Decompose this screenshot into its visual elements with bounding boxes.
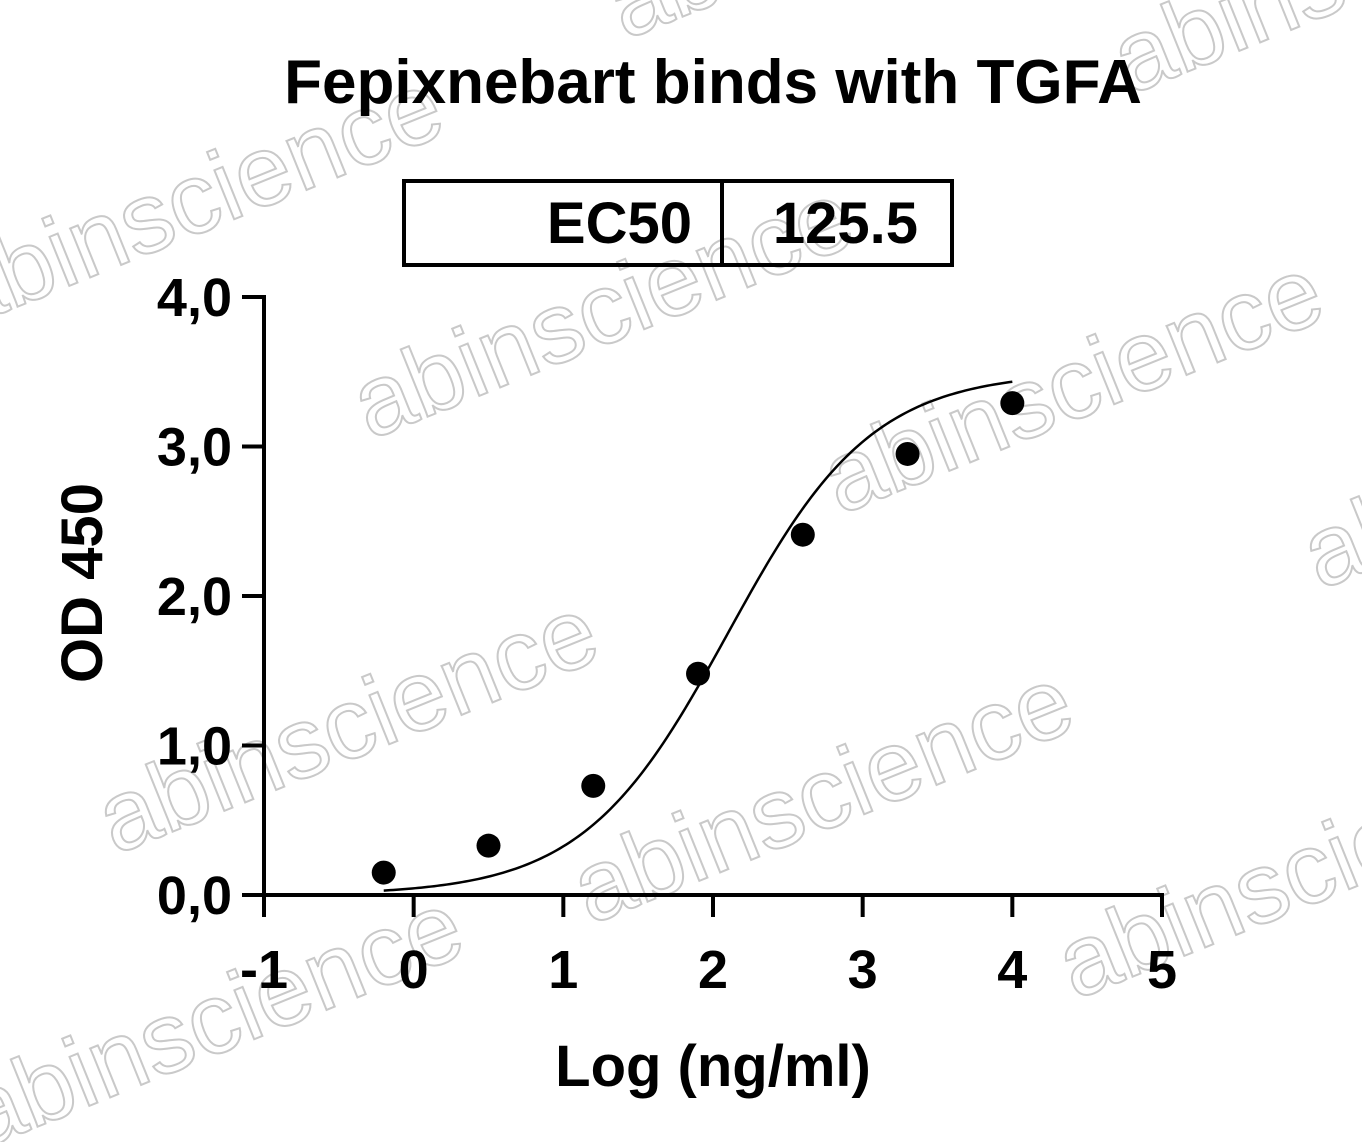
ec50-label: EC50 <box>547 191 692 256</box>
x-tick-label: 4 <box>997 940 1027 1000</box>
y-tick-label: 4,0 <box>157 268 232 328</box>
x-tick-label: 1 <box>548 940 578 1000</box>
chart-title: Fepixnebart binds with TGFA <box>284 48 1142 117</box>
x-axis-title: Log (ng/ml) <box>555 1034 871 1099</box>
axes: 0,0 1,0 2,0 3,0 4,0 -1 0 1 2 3 4 5 <box>157 268 1177 1000</box>
data-point <box>1000 391 1025 416</box>
ec50-table: EC50 125.5 <box>402 179 954 267</box>
x-tick-label: 0 <box>399 940 429 1000</box>
y-axis-title: OD 450 <box>50 483 115 683</box>
y-tick-label: 0,0 <box>157 866 232 926</box>
data-point <box>686 661 711 686</box>
watermark-text: abinscience <box>0 869 478 1142</box>
y-tick-label: 2,0 <box>157 567 232 627</box>
watermark-text: abinscience <box>806 234 1338 536</box>
y-tick-label: 3,0 <box>157 418 232 478</box>
x-tick-label: 5 <box>1147 940 1177 1000</box>
x-tick-label: 3 <box>848 940 878 1000</box>
fit-curve-layer <box>383 380 1013 892</box>
y-tick-label: 1,0 <box>157 717 232 777</box>
data-point <box>476 833 501 858</box>
x-tick-label: 2 <box>698 940 728 1000</box>
fit-curve <box>383 380 1013 892</box>
ec50-value: 125.5 <box>773 191 918 256</box>
watermark-text: abinscience <box>556 644 1088 946</box>
watermark-text: abinscience <box>1041 719 1362 1021</box>
data-points <box>371 391 1025 885</box>
ec50-table-border <box>402 179 954 267</box>
data-point <box>581 773 606 798</box>
data-point <box>371 860 396 885</box>
data-point <box>790 522 815 547</box>
watermark-text: abinscience <box>1286 309 1362 611</box>
data-point <box>895 441 920 466</box>
x-tick-label: -1 <box>240 940 288 1000</box>
